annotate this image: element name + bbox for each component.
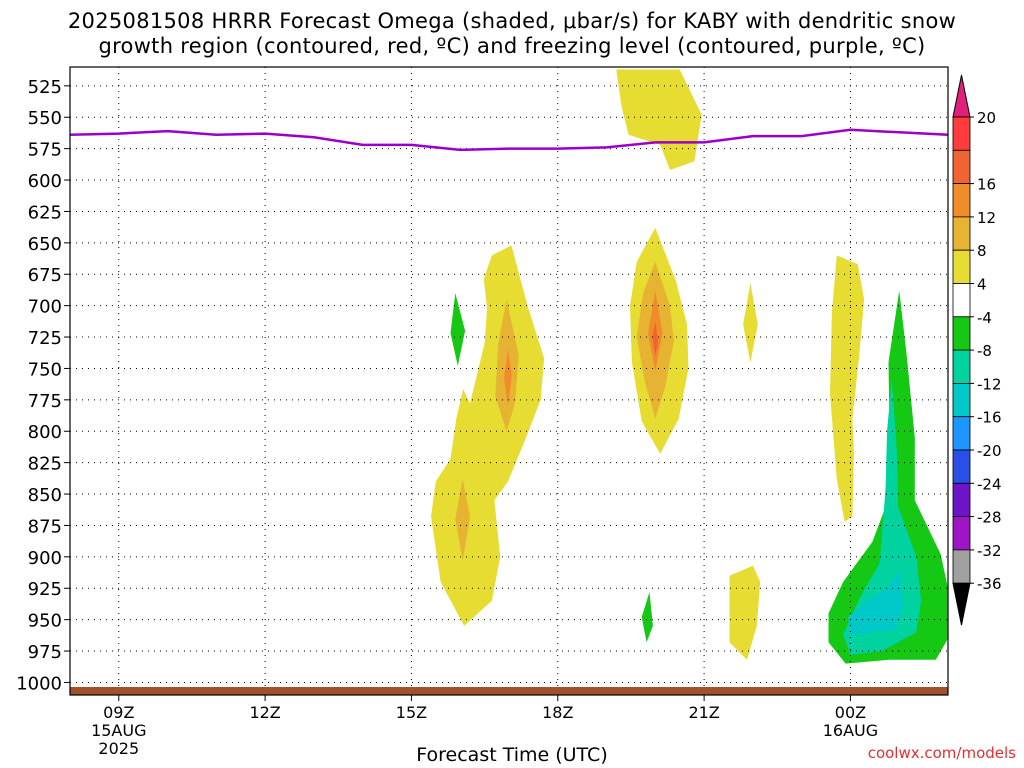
colorbar-label-8: 8 [977, 242, 987, 260]
colorbar-label-20: 20 [977, 109, 996, 127]
colorbar-swatch-20 [952, 116, 971, 151]
y-tick-label-825: 825 [28, 454, 62, 475]
colorbar-label-16: 16 [977, 176, 996, 194]
colorbar-swatch--36 [952, 549, 971, 584]
x-tick-label-00Z: 00Z [835, 703, 866, 722]
colorbar-label-4: 4 [977, 276, 987, 294]
colorbar-swatch--8 [952, 316, 971, 351]
colorbar-swatch-16 [952, 149, 971, 185]
ground-surface-bar [70, 687, 948, 695]
colorbar-label--28: -28 [977, 509, 1002, 527]
y-tick-label-850: 850 [28, 485, 62, 506]
plot-frame [69, 66, 949, 696]
omega-region--4-14 [595, 466, 679, 670]
colorbar-label--4: -4 [977, 309, 992, 327]
colorbar-swatch--16 [952, 382, 971, 418]
x-tick-date-09Z: 15AUG [91, 721, 146, 740]
omega-region-4-7 [616, 69, 702, 170]
omega-region-4-2 [729, 565, 761, 660]
y-tick-label-1000: 1000 [16, 673, 62, 694]
colorbar-label--16: -16 [977, 409, 1002, 427]
omega-region-4-1 [743, 283, 758, 363]
grid-lines [70, 67, 948, 695]
plot-border [69, 66, 949, 696]
x-tick-label-21Z: 21Z [688, 703, 719, 722]
y-tick-label-750: 750 [28, 359, 62, 380]
y-axis-ticks: 525 550 575 600 625 650 675 700 725 750 775 800 825 8… [16, 77, 70, 694]
chart-title-line-2: growth region (contoured, red, ºC) and f… [98, 34, 926, 58]
colorbar-swatch-8 [952, 216, 971, 251]
y-tick-label-950: 950 [28, 611, 62, 632]
x-tick-label-09Z: 09Z [103, 703, 134, 722]
x-tick-year-09Z: 2025 [98, 739, 139, 758]
y-tick-label-525: 525 [28, 77, 62, 98]
y-tick-label-800: 800 [28, 422, 62, 443]
y-tick-label-575: 575 [28, 140, 62, 161]
colorbar-label--36: -36 [977, 575, 1002, 593]
omega-region-16-6 [652, 320, 659, 356]
y-tick-label-700: 700 [28, 297, 62, 318]
colorbar-label--8: -8 [977, 342, 992, 360]
omega-region-4-0 [830, 255, 865, 522]
colorbar-label--20: -20 [977, 442, 1002, 460]
y-tick-label-925: 925 [28, 579, 62, 600]
freezing-level-line [69, 128, 949, 152]
colorbar-label-12: 12 [977, 209, 996, 227]
colorbar-label--24: -24 [977, 475, 1002, 493]
y-tick-label-900: 900 [28, 548, 62, 569]
x-tick-date-00Z: 16AUG [823, 721, 878, 740]
colorbar-swatch-12 [952, 183, 971, 218]
y-tick-label-550: 550 [28, 108, 62, 129]
colorbar-swatch--32 [952, 516, 971, 551]
y-tick-label-875: 875 [28, 516, 62, 537]
y-tick-label-675: 675 [28, 265, 62, 286]
y-tick-label-625: 625 [28, 202, 62, 223]
y-tick-label-650: 650 [28, 234, 62, 255]
colorbar-swatch-4 [952, 249, 971, 284]
omega-region--8-13 [450, 293, 466, 366]
credit-text: coolwx.com/models [867, 744, 1016, 762]
x-tick-label-18Z: 18Z [542, 703, 573, 722]
colorbar-label--32: -32 [977, 542, 1002, 560]
omega-region--16-19 [848, 571, 905, 635]
omega-region--8-15 [641, 592, 653, 643]
omega-region-12-10 [504, 349, 512, 407]
omega-region--8-17 [828, 290, 948, 664]
y-tick-label-725: 725 [28, 328, 62, 349]
omega-region-8-11 [455, 479, 470, 561]
x-tick-label-15Z: 15Z [396, 703, 427, 722]
freezing-level-contour [69, 128, 949, 152]
y-tick-label-775: 775 [28, 391, 62, 412]
omega-region--12-18 [843, 378, 922, 655]
x-tick-label-12Z: 12Z [249, 703, 280, 722]
x-axis-label: Forecast Time (UTC) [416, 744, 608, 766]
colorbar-swatch--20 [952, 416, 971, 451]
colorbar-swatch--28 [952, 482, 971, 517]
colorbar-swatch--12 [952, 349, 971, 384]
colorbar-bottom-arrow [952, 582, 971, 626]
colorbar-swatch--4 [952, 283, 971, 318]
chart-title-line-1: 2025081508 HRRR Forecast Omega (shaded, … [67, 9, 957, 33]
y-tick-label-600: 600 [28, 171, 62, 192]
ground-surface [70, 687, 948, 695]
omega-colorbar: 20 16 12 8 4 -4 -8 -12 -16 -20 -24 -28 -32 -36 [952, 74, 1002, 626]
omega-shaded-regions [431, 69, 948, 673]
colorbar-swatch--24 [952, 449, 971, 484]
y-tick-label-975: 975 [28, 642, 62, 663]
colorbar-top-arrow [952, 74, 971, 118]
colorbar-label--12: -12 [977, 375, 1002, 393]
